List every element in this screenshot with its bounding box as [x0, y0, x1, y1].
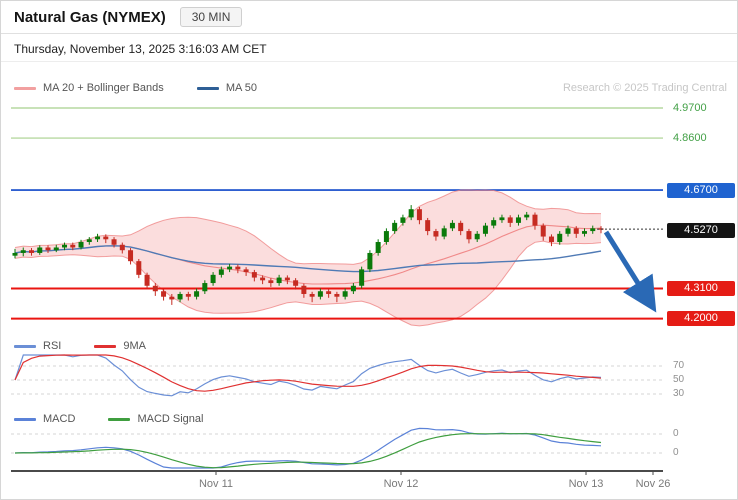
macd-legend: MACD MACD Signal	[14, 413, 233, 425]
ma50-swatch-icon	[196, 86, 219, 90]
instrument-title: Natural Gas (NYMEX)	[14, 8, 166, 26]
macd-signal-label: MACD Signal	[137, 413, 204, 426]
resistance-level-label: 4.8600	[673, 132, 707, 144]
timestamp: Thursday, November 13, 2025 3:16:03 AM C…	[14, 42, 267, 56]
copyright-text: Research © 2025 Trading Central	[562, 82, 727, 94]
rsi-9ma-swatch-icon	[94, 344, 117, 348]
macd-zero-label: 0	[673, 447, 679, 458]
macd-swatch-icon	[14, 417, 36, 421]
ma20-bollinger-swatch-icon	[14, 86, 36, 90]
rsi-level-70: 70	[673, 360, 685, 371]
timeframe-badge[interactable]: 30 MIN	[179, 7, 243, 27]
x-axis-tick-label: Nov 12	[383, 478, 419, 490]
rsi-level-30: 30	[673, 388, 685, 399]
rsi-legend: RSI 9MA	[14, 340, 176, 352]
last-price-badge: 4.5270	[667, 223, 735, 238]
macd-signal-swatch-icon	[108, 417, 131, 421]
rsi-level-50: 50	[673, 374, 685, 385]
ma50-label: MA 50	[225, 82, 258, 95]
macd-zero-label: 0	[673, 428, 679, 439]
rsi-9ma-label: 9MA	[123, 340, 147, 353]
target-level-badge: 4.2000	[667, 311, 735, 326]
pivot-level-badge: 4.6700	[667, 183, 735, 198]
divider	[1, 61, 737, 62]
rsi-label: RSI	[43, 340, 62, 353]
ma20-bollinger-label: MA 20 + Bollinger Bands	[43, 82, 164, 95]
x-axis-tick-label: Nov 26	[635, 478, 671, 490]
rsi-swatch-icon	[14, 344, 36, 348]
resistance-level-label: 4.9700	[673, 102, 707, 114]
header: Natural Gas (NYMEX) 30 MIN	[1, 1, 737, 34]
x-axis-tick-label: Nov 13	[568, 478, 604, 490]
x-axis-tick-label: Nov 11	[198, 478, 234, 490]
main-chart-legend: MA 20 + Bollinger Bands MA 50	[14, 82, 287, 94]
macd-label: MACD	[43, 413, 76, 426]
support-level-badge: 4.3100	[667, 281, 735, 296]
